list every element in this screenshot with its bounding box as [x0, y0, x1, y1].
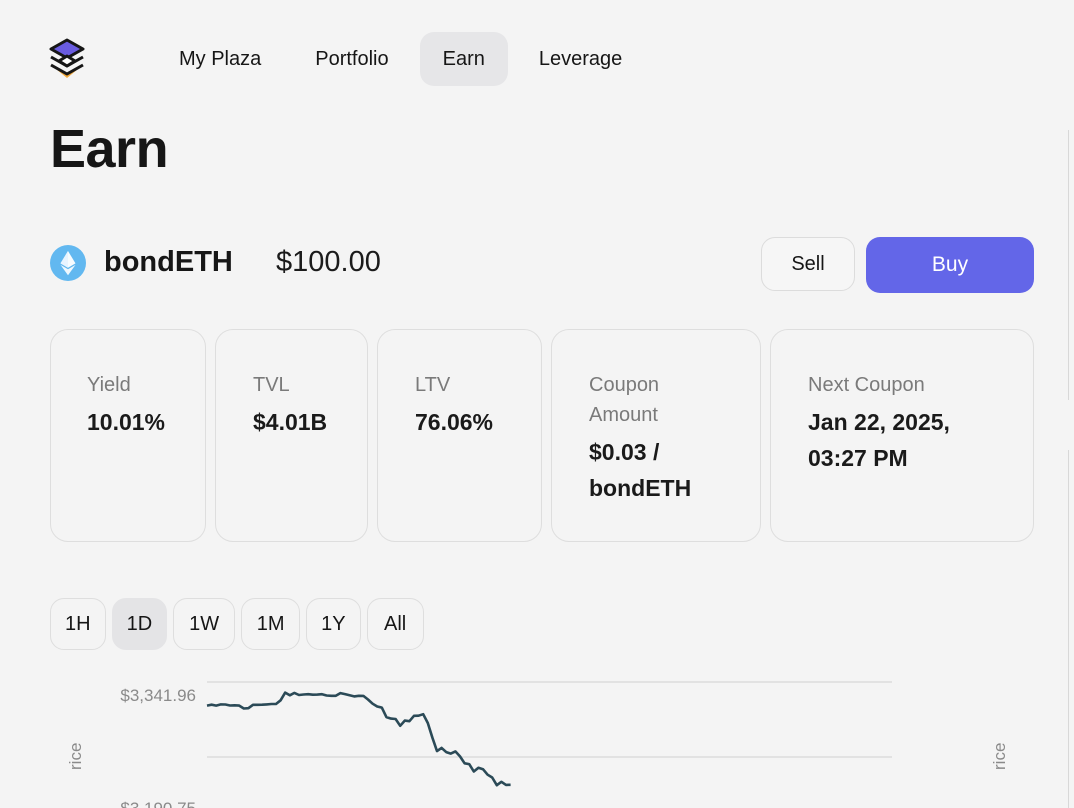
page-title: Earn: [50, 119, 169, 179]
stat-value: $0.03 / bondETH: [589, 439, 692, 501]
stat-label: LTV: [415, 374, 451, 396]
main-nav: My Plaza Portfolio Earn Leverage: [156, 32, 645, 86]
range-1h-button[interactable]: 1H: [50, 598, 106, 650]
range-1d-button[interactable]: 1D: [111, 598, 168, 650]
range-1m-button[interactable]: 1M: [241, 598, 301, 650]
range-1w-button[interactable]: 1W: [173, 598, 236, 650]
nav-item-my-plaza[interactable]: My Plaza: [179, 48, 262, 70]
y-axis-label-right: rice: [990, 742, 1009, 770]
stat-card-yield: Yield 10.01%: [50, 329, 206, 542]
stat-card-ltv: LTV 76.06%: [377, 329, 542, 542]
y-tick-label: $3,190.75: [106, 799, 196, 808]
stat-value: 76.06%: [415, 409, 494, 435]
stat-card-next-coupon: Next Coupon Jan 22, 2025, 03:27 PM: [770, 329, 1034, 542]
plaza-logo-icon[interactable]: [48, 38, 86, 80]
stat-card-coupon-amount: Coupon Amount $0.03 / bondETH: [551, 329, 761, 542]
stat-value: 10.01%: [87, 409, 166, 435]
stat-label: Yield: [87, 374, 131, 396]
y-tick-label: $3,341.96: [120, 686, 196, 705]
price-series-line: [206, 691, 511, 787]
range-1y-button[interactable]: 1Y: [306, 598, 361, 650]
asset-price: $100.00: [276, 246, 381, 278]
scrollbar-edge: [1068, 130, 1074, 400]
stat-label: TVL: [253, 374, 290, 396]
time-range-selector: 1H 1D 1W 1M 1Y All: [50, 598, 424, 650]
scrollbar-edge: [1068, 450, 1074, 808]
range-all-button[interactable]: All: [366, 598, 424, 650]
y-axis-label-left: rice: [66, 742, 85, 770]
stat-value: $4.01B: [253, 409, 328, 435]
nav-item-leverage[interactable]: Leverage: [538, 48, 623, 70]
stat-card-tvl: TVL $4.01B: [215, 329, 368, 542]
asset-name: bondETH: [104, 246, 233, 278]
sell-button[interactable]: Sell: [761, 237, 855, 291]
nav-item-earn[interactable]: Earn: [419, 32, 508, 86]
nav-item-portfolio[interactable]: Portfolio: [315, 48, 389, 70]
stat-label: Next Coupon: [808, 374, 925, 396]
buy-button[interactable]: Buy: [866, 237, 1034, 293]
stat-label: Coupon Amount: [589, 374, 660, 426]
stat-value: Jan 22, 2025, 03:27 PM: [808, 409, 950, 471]
ethereum-icon: [50, 245, 86, 281]
